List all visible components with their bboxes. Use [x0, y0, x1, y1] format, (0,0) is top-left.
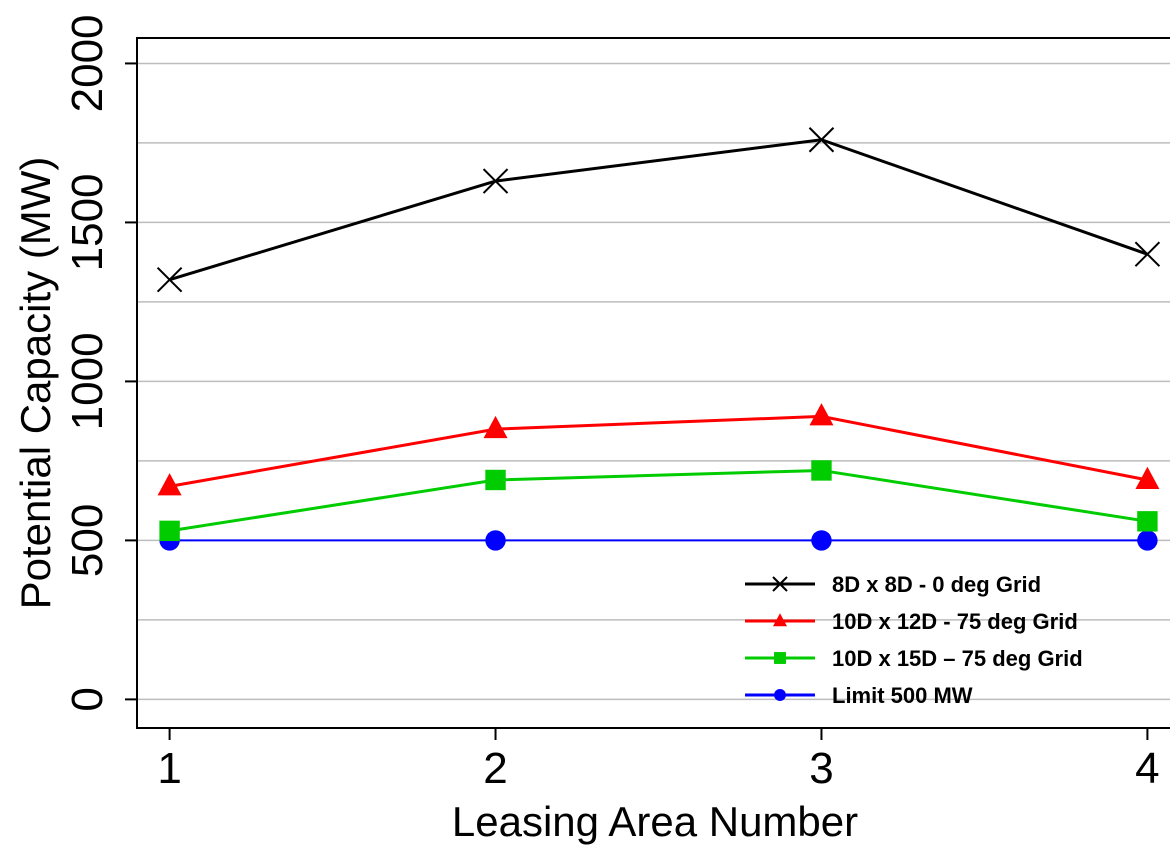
data-point: [808, 127, 835, 153]
y-tick-label: 2000: [63, 14, 112, 112]
data-point: [483, 415, 508, 439]
legend-label: 10D x 15D – 75 deg Grid: [832, 646, 1083, 671]
legend-item: Limit 500 MW: [745, 683, 973, 708]
legend: 8D x 8D - 0 deg Grid 10D x 12D - 75 deg G…: [745, 572, 1083, 708]
series-0: [156, 127, 1161, 293]
data-point: [485, 469, 506, 491]
series-line: [169, 138, 1148, 282]
x-axis-label: Leasing Area Number: [452, 798, 858, 845]
plot-frame: [136, 37, 1170, 729]
legend-swatch-marker: [774, 689, 786, 701]
series-2: [159, 460, 1158, 542]
series-group: [156, 127, 1161, 551]
legend-swatch-marker: [772, 576, 788, 592]
data-point: [1134, 241, 1161, 267]
x-tick-label: 2: [483, 744, 507, 793]
y-tick-label: 500: [63, 504, 112, 577]
legend-item: 10D x 15D – 75 deg Grid: [745, 646, 1083, 671]
legend-label: Limit 500 MW: [832, 683, 973, 708]
data-point: [156, 266, 183, 293]
legend-label: 10D x 12D - 75 deg Grid: [832, 609, 1078, 634]
y-tick-label: 0: [63, 687, 112, 711]
legend-item: 10D x 12D - 75 deg Grid: [745, 609, 1078, 634]
legend-swatch-marker: [773, 613, 787, 627]
data-point: [811, 460, 832, 481]
legend-label: 8D x 8D - 0 deg Grid: [832, 572, 1041, 597]
data-point: [1137, 530, 1158, 551]
data-point: [485, 530, 506, 551]
series-line: [169, 468, 1148, 533]
y-axis-ticks: 0 500 1000 1500 2000: [63, 14, 137, 712]
legend-item: 8D x 8D - 0 deg Grid: [745, 572, 1041, 597]
series-line: [169, 414, 1148, 488]
grid-lines: [137, 62, 1170, 701]
data-point: [159, 520, 180, 542]
y-axis-label: Potential Capacity (MW): [12, 157, 59, 610]
data-point: [1135, 466, 1160, 489]
x-tick-label: 1: [157, 744, 181, 793]
x-axis-ticks: 1 2 3 4: [157, 728, 1160, 793]
data-point: [811, 530, 832, 551]
data-point: [157, 473, 182, 496]
y-tick-label: 1000: [63, 332, 112, 430]
data-point: [809, 403, 834, 426]
x-tick-label: 3: [809, 744, 833, 793]
x-tick-label: 4: [1135, 744, 1159, 793]
legend-swatch-marker: [774, 652, 786, 664]
series-3: [159, 530, 1158, 551]
y-tick-label: 1500: [63, 173, 112, 271]
data-point: [1137, 511, 1158, 532]
data-point: [482, 168, 509, 194]
series-1: [157, 403, 1160, 496]
